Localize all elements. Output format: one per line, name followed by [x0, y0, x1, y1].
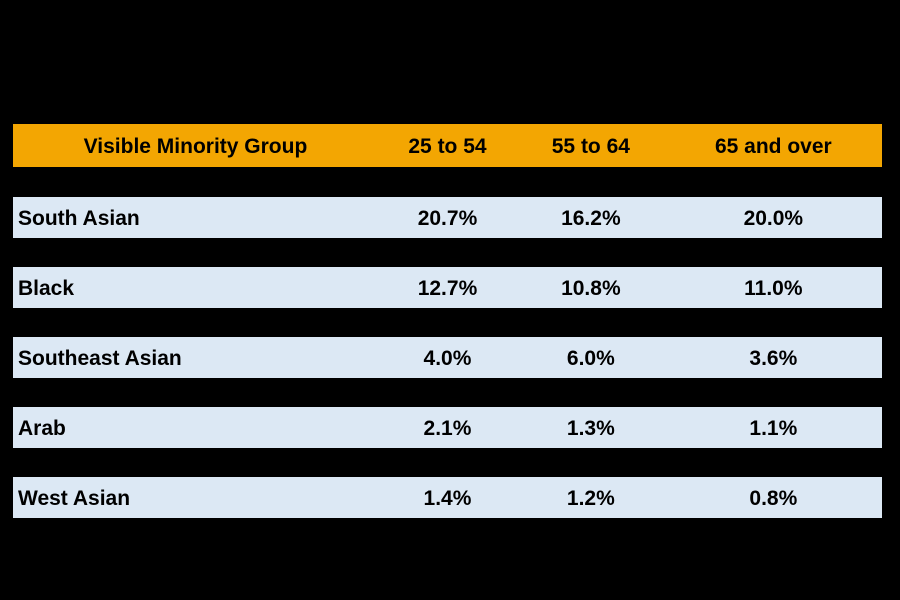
table-row-southeast-asian: Southeast Asian 4.0% 6.0% 3.6%	[13, 337, 882, 378]
group-cell: Southeast Asian	[18, 347, 182, 370]
group-cell: South Asian	[18, 207, 140, 230]
value-cell-25-54: 4.0%	[423, 347, 472, 370]
value-cell-25-54: 1.4%	[423, 487, 472, 510]
value-cell-55-64: 1.2%	[566, 487, 615, 510]
table-header-row: Visible Minority Group 25 to 54 55 to 64…	[13, 124, 882, 167]
value-cell-55-64: 16.2%	[561, 207, 621, 230]
header-visible-minority-group: Visible Minority Group	[83, 135, 308, 158]
group-cell: West Asian	[18, 487, 131, 510]
value-cell-25-54: 2.1%	[423, 417, 472, 440]
value-cell-25-54: 20.7%	[417, 207, 478, 230]
group-cell: Black	[18, 277, 75, 300]
value-cell-65-over: 1.1%	[749, 417, 798, 440]
table-row-black: Black 12.7% 10.8% 11.0%	[13, 267, 882, 308]
table-row-south-asian: South Asian 20.7% 16.2% 20.0%	[13, 197, 882, 238]
group-cell: Arab	[18, 417, 66, 440]
header-65-and-over: 65 and over	[714, 135, 832, 158]
value-cell-65-over: 20.0%	[743, 207, 804, 230]
visible-minority-age-table: Visible Minority Group 25 to 54 55 to 64…	[13, 124, 882, 547]
table-row-arab: Arab 2.1% 1.3% 1.1%	[13, 407, 882, 448]
header-25-to-54: 25 to 54	[408, 135, 487, 158]
value-cell-55-64: 1.3%	[566, 417, 615, 440]
value-cell-25-54: 12.7%	[417, 277, 478, 300]
value-cell-65-over: 11.0%	[744, 277, 803, 300]
value-cell-65-over: 0.8%	[749, 487, 798, 510]
header-55-to-64: 55 to 64	[551, 135, 630, 158]
value-cell-65-over: 3.6%	[749, 347, 798, 370]
table-row-west-asian: West Asian 1.4% 1.2% 0.8%	[13, 477, 882, 518]
value-cell-55-64: 6.0%	[566, 347, 615, 370]
value-cell-55-64: 10.8%	[561, 277, 621, 300]
